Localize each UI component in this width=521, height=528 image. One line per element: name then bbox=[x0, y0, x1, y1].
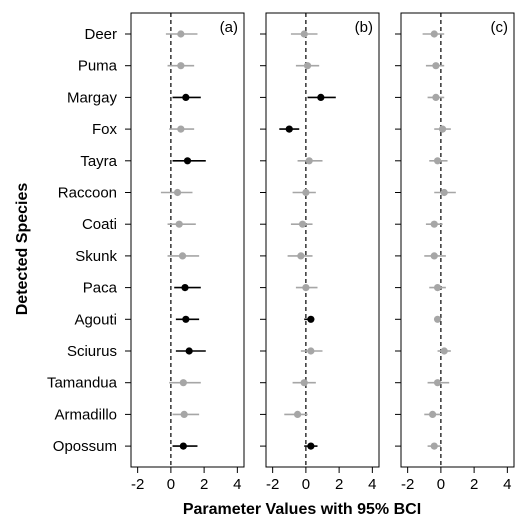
point-estimate bbox=[317, 93, 325, 101]
point-estimate bbox=[179, 442, 187, 450]
panel-frame bbox=[265, 12, 380, 468]
x-tick-label: 4 bbox=[368, 476, 376, 493]
point-estimate bbox=[307, 442, 315, 450]
x-tick-label: 4 bbox=[503, 476, 511, 493]
point-estimate bbox=[285, 125, 293, 133]
panels: -2 0 2 4 (a) -2 0 2 4 (b) -2 0 2 4 (c) bbox=[125, 12, 515, 493]
panel-frame bbox=[130, 12, 245, 468]
species-label: Coati bbox=[82, 216, 117, 233]
x-tick-label: -2 bbox=[131, 476, 144, 493]
point-estimate bbox=[181, 284, 189, 292]
point-estimate bbox=[185, 347, 193, 355]
point-estimate bbox=[183, 157, 192, 165]
point-estimate bbox=[428, 410, 437, 418]
point-estimate bbox=[433, 315, 442, 323]
species-label: Raccoon bbox=[58, 185, 117, 202]
species-label: Paca bbox=[83, 280, 118, 297]
species-label: Tamandua bbox=[47, 375, 118, 392]
x-axis-title: Parameter Values with 95% BCI bbox=[183, 501, 421, 518]
species-label: Opossum bbox=[53, 438, 117, 455]
point-estimate bbox=[302, 188, 310, 197]
species-label: Margay bbox=[67, 89, 118, 106]
species-labels: Deer Puma Margay Fox Tayra Raccoon Coati Skunk P… bbox=[47, 26, 118, 455]
point-estimate bbox=[300, 30, 308, 38]
point-estimate bbox=[293, 410, 302, 418]
point-estimate bbox=[177, 30, 185, 38]
species-label: Puma bbox=[78, 58, 118, 75]
point-estimate bbox=[305, 157, 313, 165]
panel-frame bbox=[400, 12, 515, 468]
x-tick-label: 2 bbox=[200, 476, 208, 493]
point-estimate bbox=[440, 347, 448, 355]
point-estimate bbox=[430, 252, 438, 260]
point-estimate bbox=[430, 220, 438, 228]
point-estimate bbox=[430, 442, 438, 450]
panel-label: (a) bbox=[220, 19, 238, 36]
point-estimate bbox=[182, 315, 190, 323]
point-estimate bbox=[177, 125, 185, 133]
point-estimate bbox=[438, 125, 447, 133]
x-tick-label: 2 bbox=[335, 476, 343, 493]
point-estimate bbox=[432, 62, 440, 70]
point-estimate bbox=[433, 379, 442, 387]
x-tick-label: 4 bbox=[233, 476, 241, 493]
point-estimate bbox=[297, 252, 305, 260]
x-tick-label: 0 bbox=[167, 476, 175, 493]
point-estimate bbox=[178, 252, 187, 260]
point-estimate bbox=[180, 410, 188, 418]
species-label: Tayra bbox=[80, 153, 117, 170]
point-estimate bbox=[182, 93, 190, 101]
x-tick-label: -2 bbox=[266, 476, 279, 493]
species-label: Skunk bbox=[75, 248, 117, 265]
point-estimate bbox=[430, 30, 438, 38]
panel: -2 0 2 4 (b) bbox=[260, 12, 380, 493]
point-estimate bbox=[302, 284, 310, 292]
point-estimate bbox=[440, 188, 448, 197]
point-estimate bbox=[175, 220, 183, 228]
species-label: Sciurus bbox=[67, 343, 117, 360]
point-estimate bbox=[433, 157, 442, 165]
species-label: Fox bbox=[92, 121, 118, 138]
point-estimate bbox=[303, 62, 312, 70]
x-tick-label: -2 bbox=[401, 476, 414, 493]
point-estimate bbox=[298, 220, 307, 228]
point-estimate bbox=[432, 93, 440, 101]
point-estimate bbox=[173, 188, 182, 197]
panel: -2 0 2 4 (c) bbox=[395, 12, 515, 493]
species-label: Deer bbox=[84, 26, 117, 43]
species-label: Agouti bbox=[74, 311, 117, 328]
y-axis-title: Detected Species bbox=[14, 183, 31, 316]
point-estimate bbox=[307, 315, 315, 323]
point-estimate bbox=[300, 379, 308, 387]
point-estimate bbox=[177, 62, 185, 70]
point-estimate bbox=[307, 347, 315, 355]
point-estimate bbox=[179, 379, 187, 387]
panel: -2 0 2 4 (a) bbox=[125, 12, 245, 493]
point-estimate bbox=[433, 284, 442, 292]
panel-label: (b) bbox=[355, 19, 373, 36]
x-tick-label: 0 bbox=[437, 476, 445, 493]
species-label: Armadillo bbox=[54, 406, 117, 423]
x-tick-label: 2 bbox=[470, 476, 478, 493]
panel-label: (c) bbox=[491, 19, 509, 36]
x-tick-label: 0 bbox=[302, 476, 310, 493]
